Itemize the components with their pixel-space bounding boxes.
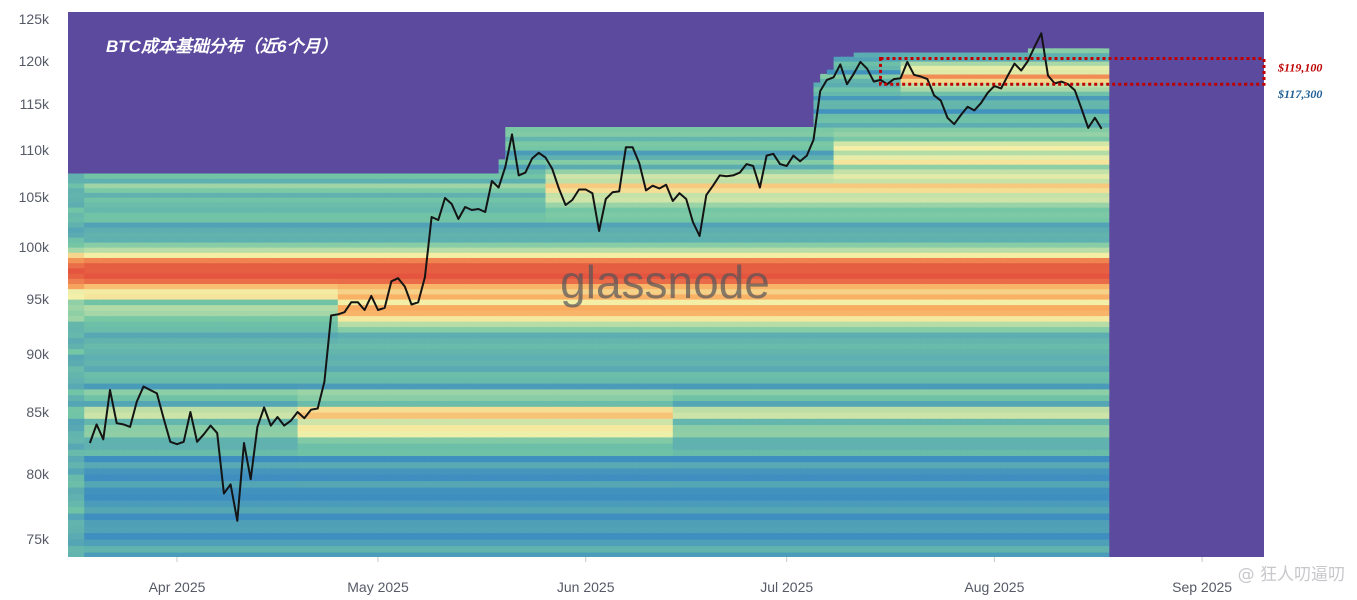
heatmap-bands (68, 48, 1110, 557)
